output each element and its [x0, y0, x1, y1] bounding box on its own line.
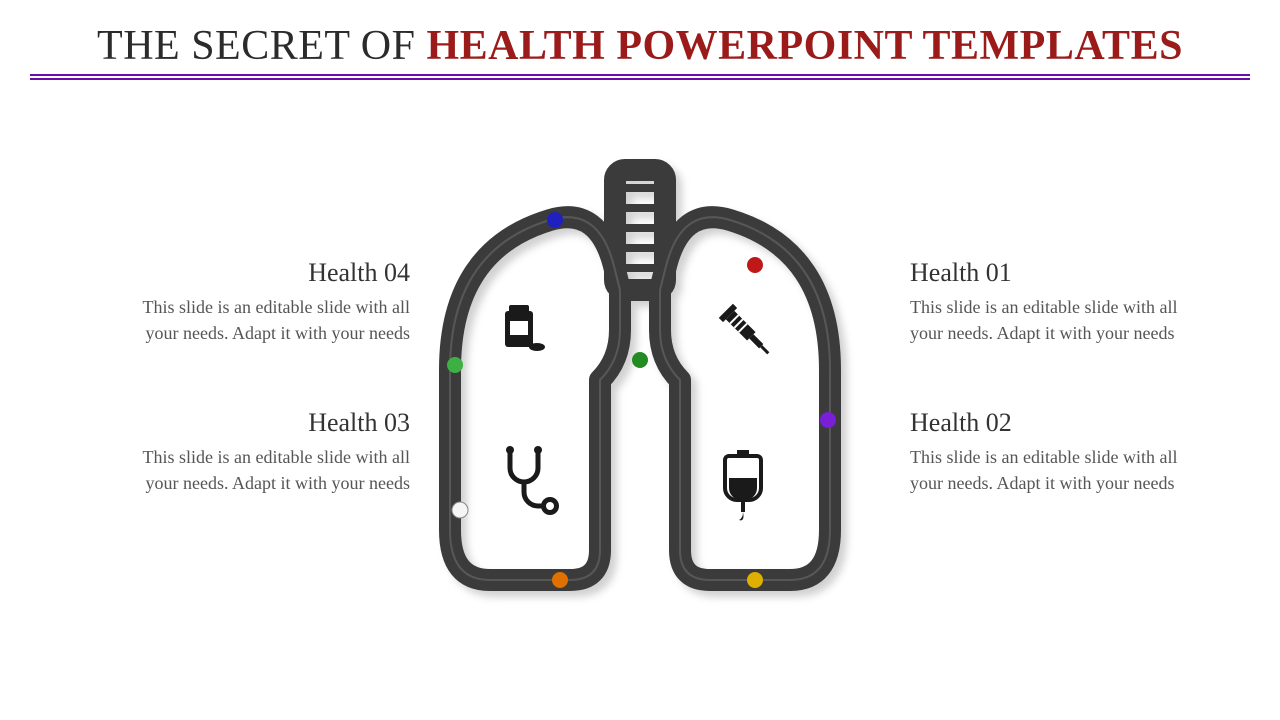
dot-yellow — [747, 572, 763, 588]
trachea-rungs — [622, 188, 658, 268]
block-health-02: Health 02 This slide is an editable slid… — [910, 408, 1210, 496]
block-health-03: Health 03 This slide is an editable slid… — [110, 408, 410, 496]
syringe-icon — [719, 304, 776, 361]
block-body: This slide is an editable slide with all… — [910, 294, 1210, 346]
slide-title: THE SECRET OF HEALTH POWERPOINT TEMPLATE… — [0, 22, 1280, 70]
dot-purple — [820, 412, 836, 428]
title-prefix: THE SECRET OF — [97, 23, 426, 69]
iv-bag-icon — [725, 450, 761, 520]
dot-red — [747, 257, 763, 273]
pill-bottle-icon — [505, 305, 545, 351]
block-title: Health 04 — [110, 258, 410, 288]
slide: THE SECRET OF HEALTH POWERPOINT TEMPLATE… — [0, 0, 1280, 720]
stethoscope-icon — [506, 446, 559, 515]
dot-blue — [547, 212, 563, 228]
dot-green-dark — [632, 352, 648, 368]
block-health-01: Health 01 This slide is an editable slid… — [910, 258, 1210, 346]
block-body: This slide is an editable slide with all… — [910, 444, 1210, 496]
block-title: Health 01 — [910, 258, 1210, 288]
lungs-diagram — [410, 150, 870, 610]
block-title: Health 03 — [110, 408, 410, 438]
dot-white — [452, 502, 468, 518]
dot-green-light — [447, 357, 463, 373]
block-health-04: Health 04 This slide is an editable slid… — [110, 258, 410, 346]
title-underline — [30, 74, 1250, 80]
title-main: HEALTH POWERPOINT TEMPLATES — [426, 23, 1182, 69]
block-title: Health 02 — [910, 408, 1210, 438]
block-body: This slide is an editable slide with all… — [110, 444, 410, 496]
block-body: This slide is an editable slide with all… — [110, 294, 410, 346]
dot-orange — [552, 572, 568, 588]
